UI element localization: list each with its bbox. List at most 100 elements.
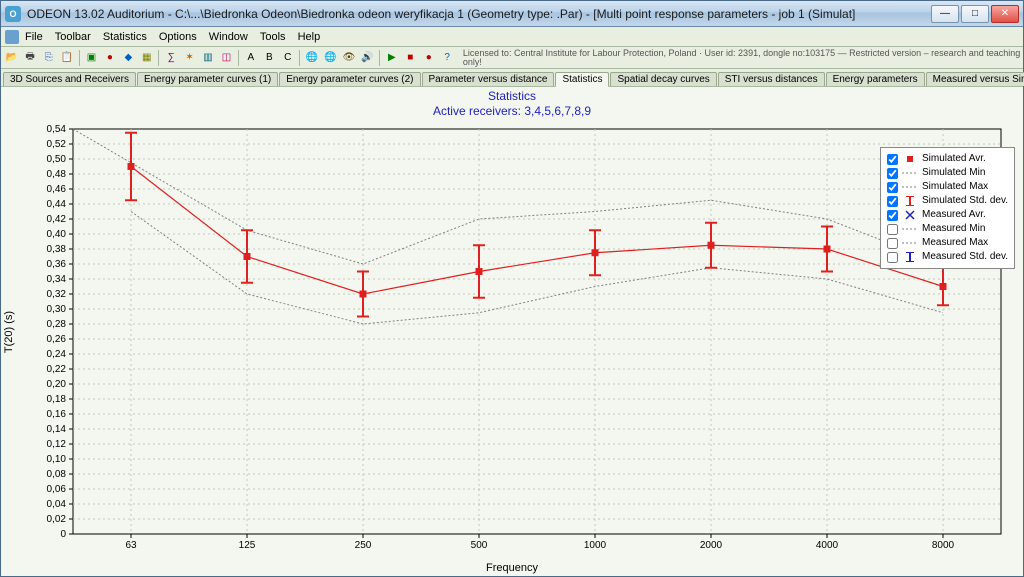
- chart-area: Statistics Active receivers: 3,4,5,6,7,8…: [1, 87, 1023, 576]
- svg-text:4000: 4000: [816, 540, 839, 551]
- tab-3d-sources[interactable]: 3D Sources and Receivers: [3, 72, 136, 86]
- legend-item[interactable]: Simulated Min: [887, 166, 1008, 180]
- legend-symbol-icon: [902, 182, 918, 192]
- toolbar-copy-icon[interactable]: ⎘: [40, 49, 57, 67]
- svg-text:0,50: 0,50: [47, 154, 67, 165]
- svg-text:0,24: 0,24: [47, 349, 67, 360]
- tab-param-vs-distance[interactable]: Parameter versus distance: [422, 72, 555, 86]
- chart-title-line1: Statistics: [1, 89, 1023, 104]
- legend-label: Simulated Avr.: [922, 152, 986, 166]
- toolbar-print-icon[interactable]: 🖶: [21, 49, 38, 67]
- window-controls: — □ ✕: [931, 5, 1019, 23]
- x-axis-label: Frequency: [1, 562, 1023, 574]
- svg-text:0,46: 0,46: [47, 184, 67, 195]
- svg-text:0,30: 0,30: [47, 304, 67, 315]
- menubar: File Toolbar Statistics Options Window T…: [1, 27, 1023, 47]
- menu-file[interactable]: File: [25, 31, 43, 43]
- legend-label: Simulated Min: [922, 166, 985, 180]
- legend-item[interactable]: Measured Std. dev.: [887, 250, 1008, 264]
- menu-options[interactable]: Options: [159, 31, 197, 43]
- toolbar-grid-icon[interactable]: ▥: [199, 49, 216, 67]
- svg-text:0,44: 0,44: [47, 199, 67, 210]
- toolbar-globe2-icon[interactable]: 🌐: [322, 49, 339, 67]
- legend-checkbox[interactable]: [887, 154, 898, 165]
- toolbar-eye-icon[interactable]: 👁: [340, 49, 357, 67]
- legend-label: Measured Avr.: [922, 208, 986, 222]
- svg-text:0,42: 0,42: [47, 214, 67, 225]
- toolbar-src-icon[interactable]: ●: [101, 49, 118, 67]
- svg-text:0,10: 0,10: [47, 454, 67, 465]
- svg-text:0,22: 0,22: [47, 364, 67, 375]
- license-text: Licensed to: Central Institute for Labou…: [463, 49, 1021, 67]
- toolbar-c-icon[interactable]: C: [279, 49, 296, 67]
- toolbar-rec-icon[interactable]: ◆: [120, 49, 137, 67]
- legend-checkbox[interactable]: [887, 196, 898, 207]
- legend-checkbox[interactable]: [887, 238, 898, 249]
- close-button[interactable]: ✕: [991, 5, 1019, 23]
- legend-label: Measured Max: [922, 236, 988, 250]
- legend-item[interactable]: Measured Min: [887, 222, 1008, 236]
- app-window: O ODEON 13.02 Auditorium - C:\...\Biedro…: [0, 0, 1024, 577]
- svg-text:125: 125: [239, 540, 256, 551]
- menu-toolbar[interactable]: Toolbar: [55, 31, 91, 43]
- svg-text:0,34: 0,34: [47, 274, 67, 285]
- legend-item[interactable]: Simulated Std. dev.: [887, 194, 1008, 208]
- toolbar-ray-icon[interactable]: ✶: [181, 49, 198, 67]
- toolbar-spk-icon[interactable]: 🔊: [359, 49, 376, 67]
- tab-energy-curves-2[interactable]: Energy parameter curves (2): [279, 72, 420, 86]
- legend-checkbox[interactable]: [887, 168, 898, 179]
- toolbar-calc-icon[interactable]: ∑: [162, 49, 179, 67]
- mdi-icon: [5, 30, 19, 44]
- tab-energy-params[interactable]: Energy parameters: [826, 72, 925, 86]
- toolbar-paste-icon[interactable]: 📋: [58, 49, 75, 67]
- tab-spatial-decay[interactable]: Spatial decay curves: [610, 72, 716, 86]
- tab-energy-curves-1[interactable]: Energy parameter curves (1): [137, 72, 278, 86]
- menu-statistics[interactable]: Statistics: [103, 31, 147, 43]
- svg-text:0,16: 0,16: [47, 409, 67, 420]
- toolbar: 📂 🖶 ⎘ 📋 ▣ ● ◆ ▦ ∑ ✶ ▥ ◫ A B C 🌐 🌐 👁 🔊 ▶ …: [1, 47, 1023, 69]
- legend-item[interactable]: Measured Max: [887, 236, 1008, 250]
- legend-symbol-icon: [902, 238, 918, 248]
- menu-window[interactable]: Window: [209, 31, 248, 43]
- svg-text:0,36: 0,36: [47, 259, 67, 270]
- svg-text:0,14: 0,14: [47, 424, 67, 435]
- legend-item[interactable]: Simulated Max: [887, 180, 1008, 194]
- svg-text:63: 63: [125, 540, 137, 551]
- legend-item[interactable]: Measured Avr.: [887, 208, 1008, 222]
- toolbar-a-icon[interactable]: A: [242, 49, 259, 67]
- tab-measured-vs-sim[interactable]: Measured versus Simulated: [926, 72, 1024, 86]
- toolbar-mat-icon[interactable]: ▦: [138, 49, 155, 67]
- legend-symbol-icon: [902, 210, 918, 220]
- svg-text:0: 0: [60, 529, 66, 540]
- maximize-button[interactable]: □: [961, 5, 989, 23]
- svg-text:0,26: 0,26: [47, 334, 67, 345]
- toolbar-3d-icon[interactable]: ▣: [83, 49, 100, 67]
- toolbar-play-icon[interactable]: ▶: [383, 49, 400, 67]
- tab-statistics[interactable]: Statistics: [555, 72, 609, 87]
- toolbar-help-icon[interactable]: ?: [438, 49, 455, 67]
- minimize-button[interactable]: —: [931, 5, 959, 23]
- svg-text:250: 250: [355, 540, 372, 551]
- legend-checkbox[interactable]: [887, 210, 898, 221]
- toolbar-rec2-icon[interactable]: ●: [420, 49, 437, 67]
- toolbar-chart-icon[interactable]: ◫: [218, 49, 235, 67]
- toolbar-stop-icon[interactable]: ■: [402, 49, 419, 67]
- legend-item[interactable]: Simulated Avr.: [887, 152, 1008, 166]
- legend-checkbox[interactable]: [887, 182, 898, 193]
- svg-text:0,54: 0,54: [47, 124, 67, 135]
- legend-label: Measured Min: [922, 222, 985, 236]
- y-axis-label: T(20) (s): [3, 310, 15, 352]
- svg-text:500: 500: [471, 540, 488, 551]
- legend-checkbox[interactable]: [887, 224, 898, 235]
- plot-svg: 00,020,040,060,080,100,120,140,160,180,2…: [29, 123, 1013, 558]
- tab-sti-distances[interactable]: STI versus distances: [718, 72, 825, 86]
- toolbar-open-icon[interactable]: 📂: [3, 49, 20, 67]
- svg-text:0,28: 0,28: [47, 319, 67, 330]
- toolbar-globe-icon[interactable]: 🌐: [303, 49, 320, 67]
- toolbar-b-icon[interactable]: B: [261, 49, 278, 67]
- chart-title-line2: Active receivers: 3,4,5,6,7,8,9: [1, 104, 1023, 119]
- legend-checkbox[interactable]: [887, 252, 898, 263]
- menu-tools[interactable]: Tools: [260, 31, 286, 43]
- menu-help[interactable]: Help: [298, 31, 321, 43]
- legend-label: Simulated Max: [922, 180, 988, 194]
